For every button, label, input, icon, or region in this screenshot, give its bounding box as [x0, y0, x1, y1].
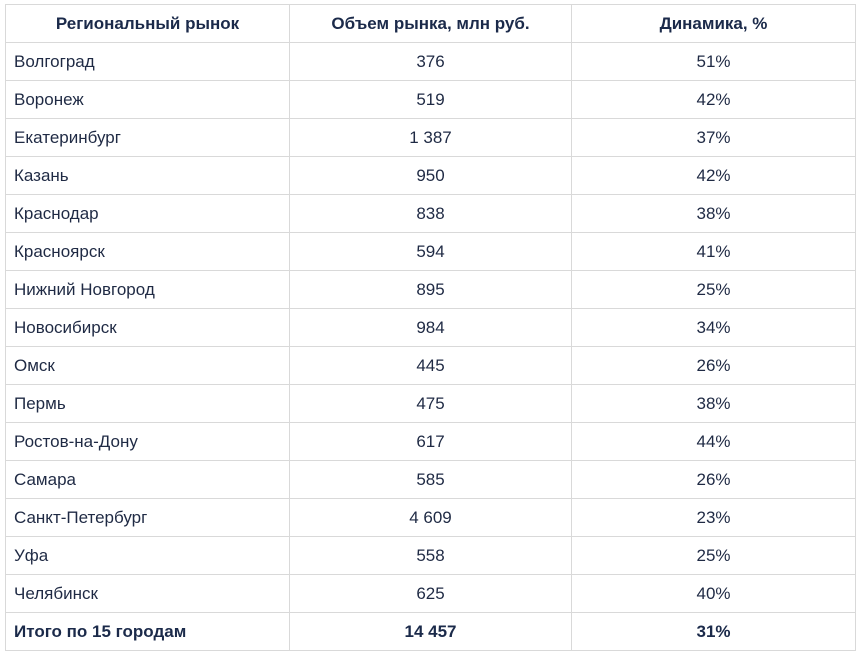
- volume-cell: 376: [289, 42, 572, 81]
- table-row: Екатеринбург 1 387 37%: [5, 118, 856, 157]
- volume-cell: 519: [289, 80, 572, 119]
- table-row: Нижний Новгород 895 25%: [5, 270, 856, 309]
- table-row: Пермь 475 38%: [5, 384, 856, 423]
- market-table: Региональный рынок Объем рынка, млн руб.…: [5, 4, 856, 651]
- dynamics-cell: 44%: [571, 422, 856, 461]
- dynamics-cell: 25%: [571, 270, 856, 309]
- region-cell: Нижний Новгород: [5, 270, 290, 309]
- dynamics-cell: 34%: [571, 308, 856, 347]
- table-row: Самара 585 26%: [5, 460, 856, 499]
- table-header-row: Региональный рынок Объем рынка, млн руб.…: [5, 4, 856, 43]
- volume-cell: 558: [289, 536, 572, 575]
- region-cell: Краснодар: [5, 194, 290, 233]
- dynamics-cell: 41%: [571, 232, 856, 271]
- volume-cell: 895: [289, 270, 572, 309]
- dynamics-cell: 37%: [571, 118, 856, 157]
- total-label: Итого по 15 городам: [5, 612, 290, 651]
- table-row: Волгоград 376 51%: [5, 42, 856, 81]
- region-cell: Челябинск: [5, 574, 290, 613]
- total-row: Итого по 15 городам 14 457 31%: [5, 612, 856, 651]
- table-row: Новосибирск 984 34%: [5, 308, 856, 347]
- dynamics-cell: 40%: [571, 574, 856, 613]
- total-volume: 14 457: [289, 612, 572, 651]
- dynamics-cell: 23%: [571, 498, 856, 537]
- volume-cell: 1 387: [289, 118, 572, 157]
- volume-cell: 445: [289, 346, 572, 385]
- dynamics-cell: 51%: [571, 42, 856, 81]
- table-row: Уфа 558 25%: [5, 536, 856, 575]
- dynamics-cell: 38%: [571, 194, 856, 233]
- total-dynamics: 31%: [571, 612, 856, 651]
- volume-cell: 984: [289, 308, 572, 347]
- header-region: Региональный рынок: [5, 4, 290, 43]
- region-cell: Екатеринбург: [5, 118, 290, 157]
- table-row: Ростов-на-Дону 617 44%: [5, 422, 856, 461]
- volume-cell: 617: [289, 422, 572, 461]
- table-row: Воронеж 519 42%: [5, 80, 856, 119]
- dynamics-cell: 38%: [571, 384, 856, 423]
- region-cell: Санкт-Петербург: [5, 498, 290, 537]
- region-cell: Уфа: [5, 536, 290, 575]
- volume-cell: 475: [289, 384, 572, 423]
- table-row: Санкт-Петербург 4 609 23%: [5, 498, 856, 537]
- region-cell: Красноярск: [5, 232, 290, 271]
- header-volume: Объем рынка, млн руб.: [289, 4, 572, 43]
- volume-cell: 585: [289, 460, 572, 499]
- volume-cell: 4 609: [289, 498, 572, 537]
- region-cell: Казань: [5, 156, 290, 195]
- dynamics-cell: 26%: [571, 460, 856, 499]
- region-cell: Омск: [5, 346, 290, 385]
- table-row: Омск 445 26%: [5, 346, 856, 385]
- volume-cell: 950: [289, 156, 572, 195]
- table-row: Краснодар 838 38%: [5, 194, 856, 233]
- dynamics-cell: 42%: [571, 156, 856, 195]
- dynamics-cell: 42%: [571, 80, 856, 119]
- region-cell: Воронеж: [5, 80, 290, 119]
- table-row: Челябинск 625 40%: [5, 574, 856, 613]
- table-row: Казань 950 42%: [5, 156, 856, 195]
- table-row: Красноярск 594 41%: [5, 232, 856, 271]
- region-cell: Пермь: [5, 384, 290, 423]
- region-cell: Новосибирск: [5, 308, 290, 347]
- dynamics-cell: 25%: [571, 536, 856, 575]
- region-cell: Волгоград: [5, 42, 290, 81]
- volume-cell: 625: [289, 574, 572, 613]
- volume-cell: 838: [289, 194, 572, 233]
- region-cell: Ростов-на-Дону: [5, 422, 290, 461]
- dynamics-cell: 26%: [571, 346, 856, 385]
- header-dynamics: Динамика, %: [571, 4, 856, 43]
- region-cell: Самара: [5, 460, 290, 499]
- volume-cell: 594: [289, 232, 572, 271]
